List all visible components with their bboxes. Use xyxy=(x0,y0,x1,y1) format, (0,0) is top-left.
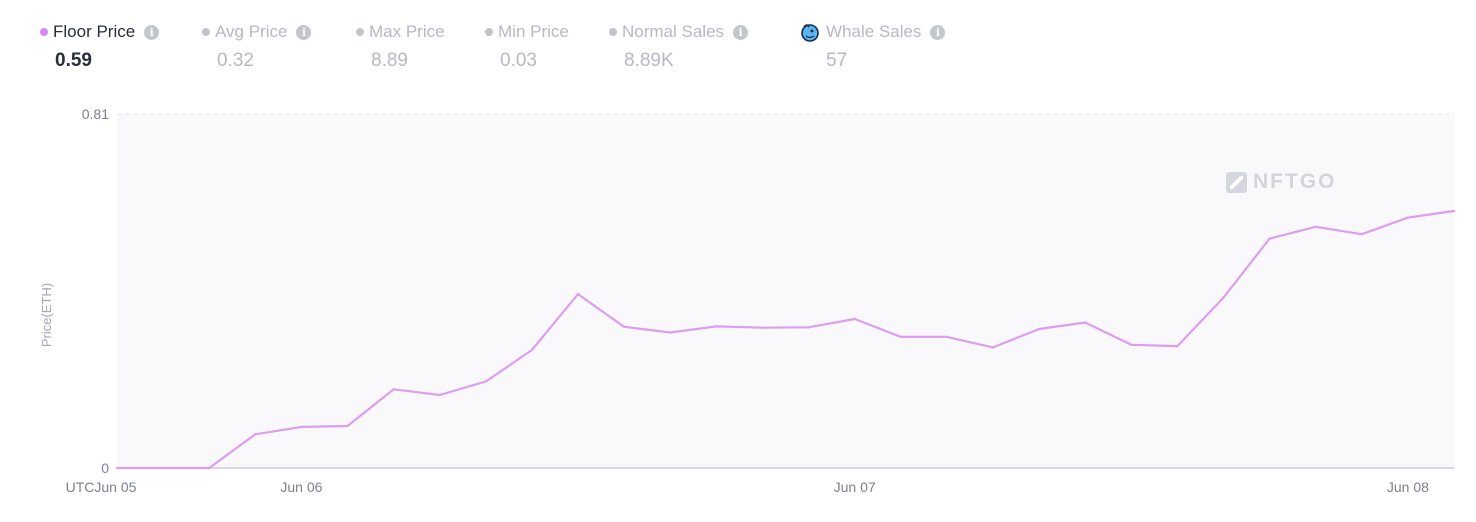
floor-price-point xyxy=(1452,209,1456,213)
stat-value: 0.59 xyxy=(55,50,92,71)
floor-price-point xyxy=(300,425,303,429)
stat-label: Whale Sales xyxy=(826,22,922,41)
y-tick-label: 0.81 xyxy=(82,106,109,122)
stat-header: Min Price xyxy=(485,20,569,44)
stat-label: Avg Price xyxy=(215,22,288,41)
info-icon[interactable]: i xyxy=(296,24,312,40)
floor-price-point xyxy=(761,326,764,329)
legend-dot-icon xyxy=(40,28,48,36)
floor-price-point xyxy=(1037,327,1041,331)
stat-normal-sales[interactable]: Normal Sales i 8.89K xyxy=(609,20,749,71)
info-icon[interactable]: i xyxy=(930,24,946,40)
x-tick-label: Jun 08 xyxy=(1387,479,1429,495)
series-layer xyxy=(115,209,1456,470)
floor-price-point xyxy=(622,325,626,329)
floor-price-point xyxy=(484,380,488,383)
floor-price-point xyxy=(1222,296,1225,299)
floor-price-point xyxy=(1314,225,1317,228)
stat-min-price[interactable]: Min Price 0.03 xyxy=(485,20,569,71)
legend-dot-icon xyxy=(485,28,493,36)
floor-price-point xyxy=(899,335,902,339)
y-tick-label: 0 xyxy=(101,460,109,476)
whale-icon xyxy=(801,24,819,42)
stat-value: 57 xyxy=(826,50,848,71)
stat-value: 8.89 xyxy=(371,50,408,71)
floor-price-point xyxy=(576,292,580,296)
floor-price-point xyxy=(669,331,672,334)
watermark-text: NFTGO xyxy=(1253,170,1337,193)
floor-price-point xyxy=(1406,216,1410,219)
floor-price-point xyxy=(715,325,718,328)
floor-price-point xyxy=(1176,344,1179,348)
nftgo-logo-icon xyxy=(1226,171,1247,193)
stat-label: Min Price xyxy=(498,22,569,41)
x-tick-label: UTCJun 05 xyxy=(66,479,137,495)
stat-header: Floor Price i xyxy=(40,20,160,44)
stat-value: 0.03 xyxy=(500,50,537,71)
stat-max-price[interactable]: Max Price 8.89 xyxy=(356,20,445,71)
floor-price-point xyxy=(161,466,165,470)
legend-dot-icon xyxy=(202,28,210,36)
y-axis-title: Price(ETH) xyxy=(39,283,54,347)
floor-price-point xyxy=(1360,232,1363,236)
stat-label: Normal Sales xyxy=(622,22,725,41)
floor-price-point xyxy=(208,466,211,470)
floor-price-point xyxy=(1130,343,1133,346)
plot-area xyxy=(117,114,1454,468)
floor-price-point xyxy=(1083,321,1087,324)
stat-header: Whale Sales i xyxy=(800,20,946,44)
floor-price-point xyxy=(945,335,949,339)
stat-value: 8.89K xyxy=(624,50,674,71)
stat-header: Normal Sales i xyxy=(609,20,749,44)
legend-dot-icon xyxy=(609,28,617,36)
floor-price-point xyxy=(807,326,810,329)
legend-dot-icon xyxy=(356,28,364,36)
x-tick-label: Jun 07 xyxy=(834,479,876,495)
stat-header: Avg Price i xyxy=(202,20,312,44)
watermark: NFTGO xyxy=(1226,170,1337,194)
floor-price-point xyxy=(853,317,856,321)
floor-price-point xyxy=(392,388,395,391)
floor-price-point xyxy=(438,393,441,397)
info-icon[interactable]: i xyxy=(144,24,160,40)
stat-whale-sales[interactable]: Whale Sales i 57 xyxy=(800,20,946,71)
info-icon[interactable]: i xyxy=(733,24,749,40)
floor-price-point xyxy=(1268,237,1271,240)
floor-price-point xyxy=(991,346,995,349)
floor-price-point xyxy=(530,348,534,352)
stat-avg-price[interactable]: Avg Price i 0.32 xyxy=(202,20,312,71)
floor-price-point xyxy=(115,466,119,470)
stat-label: Max Price xyxy=(369,22,445,41)
x-tick-label: Jun 06 xyxy=(280,479,322,495)
stat-value: 0.32 xyxy=(217,50,254,71)
axes: 0 0.81 UTCJun 05 Jun 06 Jun 07 Jun 08 xyxy=(66,106,1454,495)
stat-label: Floor Price xyxy=(53,22,136,41)
floor-price-line xyxy=(117,209,1455,470)
stat-header: Max Price xyxy=(356,20,445,44)
floor-price-point xyxy=(346,424,349,428)
floor-price-point xyxy=(254,433,257,436)
stat-floor-price[interactable]: Floor Price i 0.59 xyxy=(40,20,160,71)
